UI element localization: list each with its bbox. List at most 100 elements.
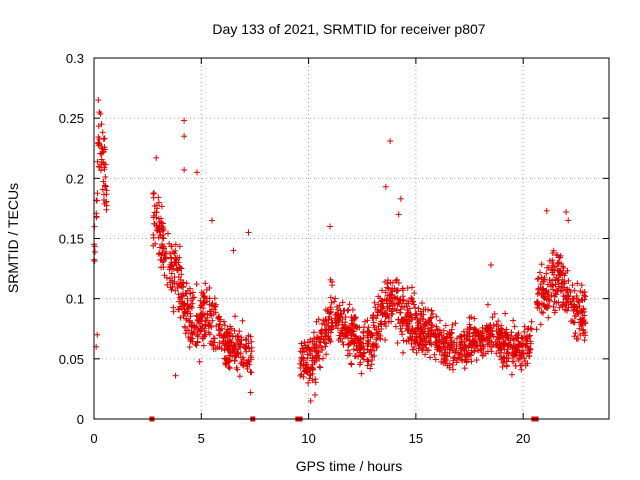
data-point <box>416 333 423 340</box>
data-point <box>243 348 250 355</box>
data-point <box>429 310 436 317</box>
data-point <box>417 311 424 318</box>
y-tick-label: 0.15 <box>59 232 84 247</box>
data-point <box>231 327 238 334</box>
data-point <box>203 286 210 293</box>
y-tick-labels: 0 0.05 0.1 0.15 0.2 0.25 0.3 <box>59 51 84 427</box>
data-point <box>409 346 416 353</box>
data-point <box>311 359 318 366</box>
data-point <box>393 276 400 283</box>
data-point <box>499 363 506 370</box>
data-point <box>159 224 166 231</box>
data-point <box>372 304 379 311</box>
data-point <box>580 306 587 313</box>
data-point <box>544 264 551 271</box>
data-point <box>248 354 255 361</box>
data-point <box>378 298 385 305</box>
data-point <box>537 281 544 288</box>
data-point <box>304 355 311 362</box>
data-point <box>568 301 575 308</box>
data-point <box>315 352 322 359</box>
data-point <box>101 182 108 189</box>
data-point <box>184 310 191 317</box>
data-point <box>555 299 562 306</box>
data-point <box>310 329 317 336</box>
data-point <box>449 362 456 369</box>
data-point <box>100 178 107 185</box>
data-point <box>94 190 101 197</box>
data-point <box>508 371 515 378</box>
data-point <box>326 313 333 320</box>
data-point <box>500 359 507 366</box>
data-point <box>210 346 217 353</box>
data-point <box>415 305 422 312</box>
data-point <box>312 391 319 398</box>
data-point <box>158 256 165 263</box>
data-point <box>183 315 190 322</box>
data-point <box>510 358 517 365</box>
data-point <box>408 316 415 323</box>
data-point <box>559 287 566 294</box>
data-point <box>205 321 212 328</box>
data-point <box>374 312 381 319</box>
data-point <box>450 357 457 364</box>
data-point <box>527 338 534 345</box>
data-point <box>385 285 392 292</box>
data-point <box>400 349 407 356</box>
data-point <box>414 340 421 347</box>
data-point <box>317 364 324 371</box>
data-point <box>527 346 534 353</box>
data-point <box>358 370 365 377</box>
data-point <box>191 294 198 301</box>
data-point <box>431 351 438 358</box>
data-point <box>415 345 422 352</box>
data-point <box>102 182 109 189</box>
data-point <box>442 322 449 329</box>
data-point <box>211 335 218 342</box>
data-point <box>438 358 445 365</box>
data-point <box>564 307 571 314</box>
data-point <box>297 348 304 355</box>
data-point <box>216 321 223 328</box>
data-point <box>420 330 427 337</box>
data-point <box>427 333 434 340</box>
data-point <box>432 339 439 346</box>
data-point <box>229 348 236 355</box>
data-point <box>540 293 547 300</box>
data-point <box>200 290 207 297</box>
data-point <box>318 327 325 334</box>
data-point <box>198 328 205 335</box>
data-point <box>419 300 426 307</box>
data-point <box>394 287 401 294</box>
data-point <box>333 303 340 310</box>
data-point <box>167 275 174 282</box>
data-point <box>506 339 513 346</box>
data-point <box>212 303 219 310</box>
data-point <box>422 351 429 358</box>
data-point <box>217 318 224 325</box>
data-point <box>572 329 579 336</box>
data-point <box>551 298 558 305</box>
data-point <box>462 343 469 350</box>
data-point <box>356 349 363 356</box>
data-point <box>301 367 308 374</box>
data-point <box>170 304 177 311</box>
data-point <box>408 284 415 291</box>
y-tick-label: 0.3 <box>66 51 84 66</box>
data-point <box>356 361 363 368</box>
data-point <box>410 301 417 308</box>
data-point <box>319 355 326 362</box>
data-point <box>505 350 512 357</box>
data-point <box>181 300 188 307</box>
data-point <box>516 341 523 348</box>
data-point <box>552 281 559 288</box>
data-point <box>188 297 195 304</box>
data-point <box>365 328 372 335</box>
data-point <box>446 360 453 367</box>
data-point <box>414 325 421 332</box>
data-point <box>502 330 509 337</box>
data-point <box>457 351 464 358</box>
data-point <box>181 117 188 124</box>
data-point <box>565 217 572 224</box>
data-point <box>98 121 105 128</box>
